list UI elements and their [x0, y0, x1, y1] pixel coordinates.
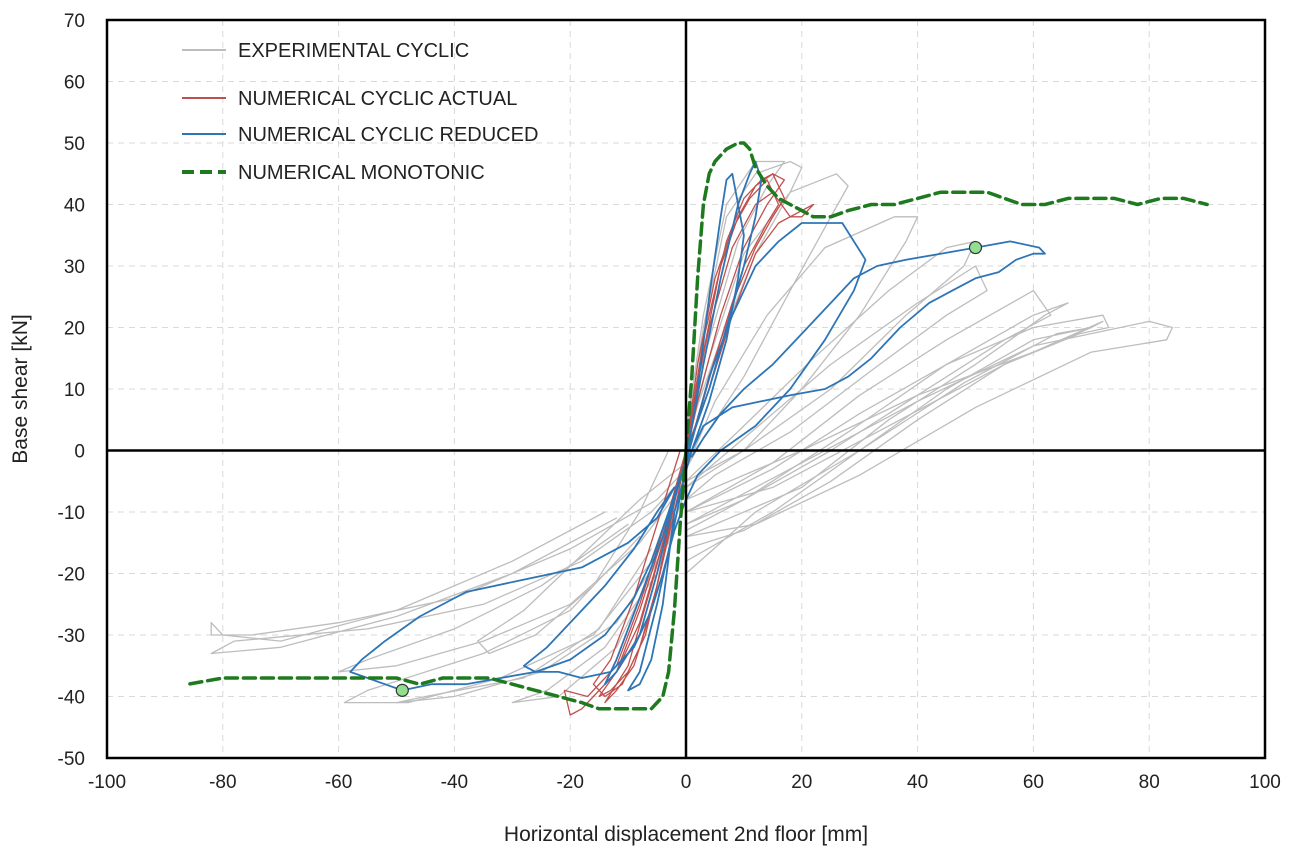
reduced-loop	[627, 172, 745, 692]
data-marker	[968, 240, 983, 255]
experimental-loop	[511, 486, 687, 704]
x-tick-label: 40	[907, 772, 928, 793]
experimental-loop	[685, 160, 803, 439]
y-tick-label: -40	[58, 688, 85, 709]
x-tick-label: -60	[325, 772, 352, 793]
legend-label-monotonic: NUMERICAL MONOTONIC	[238, 162, 485, 184]
y-tick-labels: -50 -40 -30 -20 -10 0 10 20 30 40 50 60 70	[58, 11, 85, 770]
y-tick-label: -30	[58, 626, 85, 647]
y-tick-label: 20	[64, 319, 85, 340]
numerical-monotonic-series	[186, 141, 1209, 711]
y-tick-label: 0	[74, 442, 85, 463]
monotonic-line-positive	[684, 141, 1209, 453]
x-tick-label: -80	[209, 772, 236, 793]
y-tick-label: -50	[58, 749, 85, 770]
y-tick-label: -20	[58, 565, 85, 586]
y-axis-title: Base shear [kN]	[9, 314, 32, 463]
x-tick-labels: -100 -80 -60 -40 -20 0 20 40 60 80 100	[88, 772, 1281, 793]
y-tick-label: 30	[64, 257, 85, 278]
x-axis-title: Horizontal displacement 2nd floor [mm]	[504, 823, 868, 846]
experimental-loop	[685, 320, 1174, 538]
numerical-cyclic-reduced-series	[349, 160, 1046, 692]
zero-axes	[107, 20, 1265, 758]
y-tick-label: 70	[64, 11, 85, 32]
y-tick-label: 60	[64, 73, 85, 94]
x-tick-label: -100	[88, 772, 126, 793]
monotonic-line-negative	[186, 448, 688, 711]
reduced-loop	[604, 160, 763, 686]
y-tick-label: 10	[64, 380, 85, 401]
y-tick-label: 40	[64, 196, 85, 217]
reduced-loop	[349, 240, 1046, 692]
experimental-loop	[685, 173, 849, 470]
experimental-loop	[685, 289, 1052, 525]
experimental-loop	[685, 326, 1092, 575]
plot-frame	[105, 18, 1267, 760]
experimental-loop	[210, 474, 687, 655]
legend-label-experimental: EXPERIMENTAL CYCLIC	[238, 40, 469, 62]
markers	[395, 240, 983, 697]
data-marker	[395, 683, 409, 697]
experimental-loop	[685, 302, 1069, 538]
x-tick-label: -40	[441, 772, 468, 793]
legend-label-actual: NUMERICAL CYCLIC ACTUAL	[238, 88, 517, 110]
x-tick-label: 20	[791, 772, 812, 793]
experimental-loop	[343, 480, 687, 704]
y-tick-label: 50	[64, 134, 85, 155]
experimental-loop	[395, 474, 687, 704]
x-tick-label: -20	[556, 772, 583, 793]
reduced-loop	[523, 222, 867, 679]
experimental-loop	[210, 511, 606, 642]
x-tick-label: 100	[1249, 772, 1281, 793]
experimental-loop	[685, 216, 919, 489]
experimental-loop	[210, 468, 687, 636]
x-tick-label: 0	[681, 772, 692, 793]
x-tick-label: 80	[1139, 772, 1160, 793]
experimental-cyclic-series	[210, 160, 1174, 704]
x-tick-label: 60	[1023, 772, 1044, 793]
experimental-loop	[685, 314, 1110, 550]
legend-label-reduced: NUMERICAL CYCLIC REDUCED	[238, 124, 538, 146]
y-tick-label: -10	[58, 503, 85, 524]
legend: EXPERIMENTAL CYCLIC NUMERICAL CYCLIC ACT…	[182, 40, 538, 184]
experimental-loop	[685, 320, 1104, 513]
actual-loop	[604, 173, 786, 704]
